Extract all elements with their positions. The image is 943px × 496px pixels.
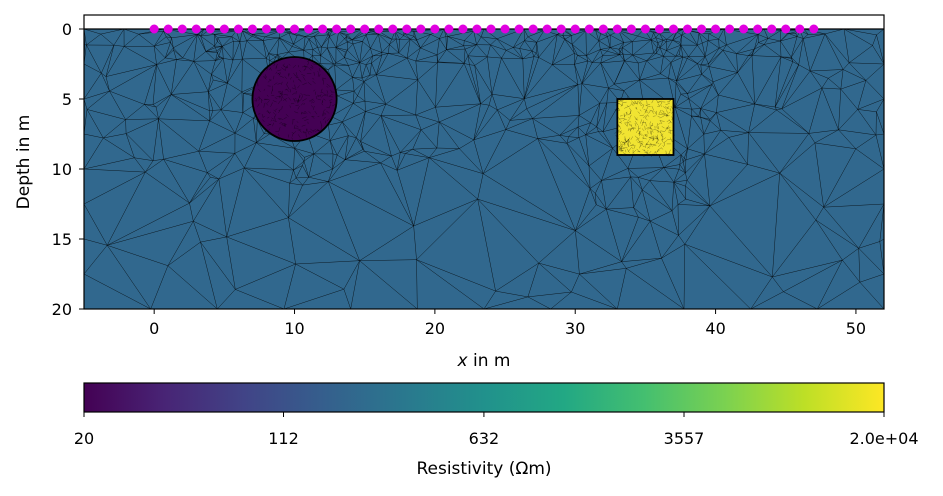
colorbar-tick-label: 632 [469, 429, 500, 448]
mesh-plot-area [83, 14, 885, 310]
x-axis-ticks: 0 10 20 30 40 50 [149, 309, 866, 338]
electrode-marker [304, 24, 314, 34]
electrode-marker [584, 24, 594, 34]
electrode-marker [163, 24, 173, 34]
plot-frame [83, 14, 885, 310]
colorbar-tick-label: 2.0e+04 [849, 429, 918, 448]
electrode-marker [430, 24, 440, 34]
electrode-marker [205, 24, 215, 34]
electrode-marker [149, 24, 159, 34]
x-axis-label-variable: x [457, 351, 469, 371]
colorbar-label: Resistivity (Ωm) [416, 459, 551, 479]
y-tick-label: 15 [52, 230, 72, 249]
x-tick-label: 10 [284, 319, 304, 338]
electrode-marker [402, 24, 412, 34]
electrode-marker [626, 24, 636, 34]
electrode-marker [598, 24, 608, 34]
electrode-marker [739, 24, 749, 34]
y-tick-label: 20 [52, 300, 72, 319]
electrode-marker [458, 24, 468, 34]
electrode-marker [781, 24, 791, 34]
electrode-marker [809, 24, 819, 34]
electrode-marker [654, 24, 664, 34]
electrode-marker [683, 24, 693, 34]
electrode-marker [697, 24, 707, 34]
electrode-marker [640, 24, 650, 34]
electrode-marker [416, 24, 426, 34]
electrode-marker [711, 24, 721, 34]
electrode-marker [753, 24, 763, 34]
y-tick-label: 5 [62, 90, 72, 109]
electrode-marker [444, 24, 454, 34]
anomaly-regions [251, 56, 677, 159]
x-tick-label: 30 [565, 319, 585, 338]
electrode-marker [668, 24, 678, 34]
electrode-markers [149, 24, 819, 34]
electrode-marker [472, 24, 482, 34]
electrode-marker [233, 24, 243, 34]
x-axis-label-unit: in m [468, 351, 511, 371]
electrode-marker [542, 24, 552, 34]
electrode-marker [528, 24, 538, 34]
colorbar-tick-label: 112 [268, 429, 299, 448]
electrode-marker [318, 24, 328, 34]
electrode-marker [612, 24, 622, 34]
x-tick-label: 40 [705, 319, 725, 338]
electrode-marker [388, 24, 398, 34]
anomaly-circle-mesh [254, 59, 336, 140]
electrode-marker [374, 24, 384, 34]
electrode-marker [556, 24, 566, 34]
colorbar: 20 112 632 3557 2.0e+04 Resistivity (Ωm) [74, 382, 919, 479]
y-tick-label: 0 [62, 20, 72, 39]
electrode-marker [275, 24, 285, 34]
x-tick-label: 0 [149, 319, 159, 338]
electrode-marker [261, 24, 271, 34]
electrode-marker [177, 24, 187, 34]
colorbar-tick-label: 20 [74, 429, 94, 448]
electrode-marker [346, 24, 356, 34]
electrode-marker [486, 24, 496, 34]
electrode-marker [570, 24, 580, 34]
anomaly-rectangle-mesh [614, 96, 677, 159]
x-axis-label: x in m [457, 351, 511, 371]
electrode-marker [795, 24, 805, 34]
electrode-marker [290, 24, 300, 34]
y-axis-ticks: 0 5 10 15 20 [52, 20, 84, 319]
electrode-marker [219, 24, 229, 34]
background-region [84, 29, 884, 309]
electrode-marker [725, 24, 735, 34]
electrode-marker [360, 24, 370, 34]
y-tick-label: 10 [52, 160, 72, 179]
anomaly-rectangle [616, 98, 675, 156]
colorbar-gradient [84, 383, 884, 412]
x-tick-label: 20 [425, 319, 445, 338]
colorbar-tick-label: 3557 [664, 429, 705, 448]
electrode-marker [332, 24, 342, 34]
electrode-marker [191, 24, 201, 34]
colorbar-ticks: 20 112 632 3557 2.0e+04 [74, 412, 919, 448]
y-axis-label: Depth in m [14, 115, 34, 210]
electrode-marker [247, 24, 257, 34]
electrode-marker [514, 24, 524, 34]
electrode-marker [767, 24, 777, 34]
x-tick-label: 50 [846, 319, 866, 338]
electrode-marker [500, 24, 510, 34]
